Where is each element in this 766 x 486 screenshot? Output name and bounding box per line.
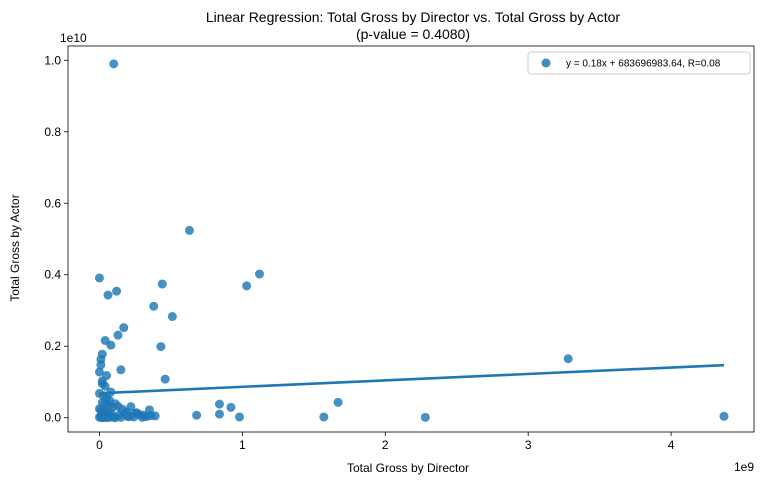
scatter-point <box>214 409 224 419</box>
y-tick-label: 0.8 <box>44 125 61 139</box>
scatter-point <box>719 411 729 421</box>
legend-marker <box>541 58 551 68</box>
chart-title-line1: Linear Regression: Total Gross by Direct… <box>206 9 621 25</box>
x-tick-label: 2 <box>382 438 389 452</box>
y-axis-label: Total Gross by Actor <box>8 194 22 301</box>
scatter-points <box>94 59 729 423</box>
y-tick-label: 0.6 <box>44 196 61 210</box>
plot-frame <box>67 45 755 433</box>
scatter-point <box>96 360 106 370</box>
scatter-point <box>184 225 194 235</box>
x-tick-label: 3 <box>525 438 532 452</box>
scatter-point <box>112 286 122 296</box>
scatter-point <box>563 354 573 364</box>
scatter-point <box>226 402 236 412</box>
scatter-point <box>137 412 147 422</box>
y-tick-label: 1.0 <box>44 53 61 67</box>
scatter-point <box>235 412 244 422</box>
scatter-point <box>156 342 166 352</box>
y-offset-label: 1e10 <box>60 31 87 45</box>
scatter-point <box>113 330 123 340</box>
scatter-point <box>119 323 129 333</box>
x-axis-ticks: 0 1 2 3 4 <box>96 432 675 452</box>
scatter-point <box>255 269 265 279</box>
scatter-point <box>319 412 329 422</box>
x-offset-label: 1e9 <box>734 460 754 474</box>
regression-line <box>99 363 725 395</box>
scatter-point <box>100 381 110 391</box>
scatter-point <box>146 411 156 421</box>
y-tick-label: 0.0 <box>44 411 61 425</box>
y-axis-ticks: 0.0 0.2 0.4 0.6 0.8 1.0 <box>44 53 68 425</box>
x-tick-label: 1 <box>239 438 246 452</box>
scatter-point <box>214 399 224 409</box>
scatter-point <box>94 273 104 283</box>
scatter-point <box>103 290 113 300</box>
scatter-point <box>106 340 116 350</box>
x-tick-label: 4 <box>668 438 675 452</box>
legend-label: y = 0.18x + 683696983.64, R=0.08 <box>566 59 721 70</box>
y-tick-label: 0.2 <box>44 339 61 353</box>
chart-title-line2: (p-value = 0.4080) <box>356 26 470 42</box>
scatter-point <box>167 312 177 322</box>
legend: y = 0.18x + 683696983.64, R=0.08 <box>527 51 751 75</box>
regression-line-group <box>99 363 725 395</box>
y-tick-label: 0.4 <box>44 268 61 282</box>
scatter-point <box>129 412 139 422</box>
plot-area <box>67 45 755 433</box>
legend-box <box>527 51 751 75</box>
scatter-point <box>116 365 126 375</box>
scatter-point <box>242 281 252 291</box>
scatter-point <box>192 410 202 420</box>
scatter-point <box>109 59 119 69</box>
scatter-point <box>94 367 104 377</box>
scatter-point <box>420 412 430 422</box>
scatter-point <box>160 374 170 384</box>
scatter-point <box>126 402 136 412</box>
scatter-point <box>116 412 126 422</box>
scatter-point <box>157 279 167 289</box>
scatter-point <box>149 301 159 311</box>
x-tick-label: 0 <box>96 438 103 452</box>
x-axis-label: Total Gross by Director <box>347 461 469 475</box>
scatter-point <box>333 397 343 407</box>
